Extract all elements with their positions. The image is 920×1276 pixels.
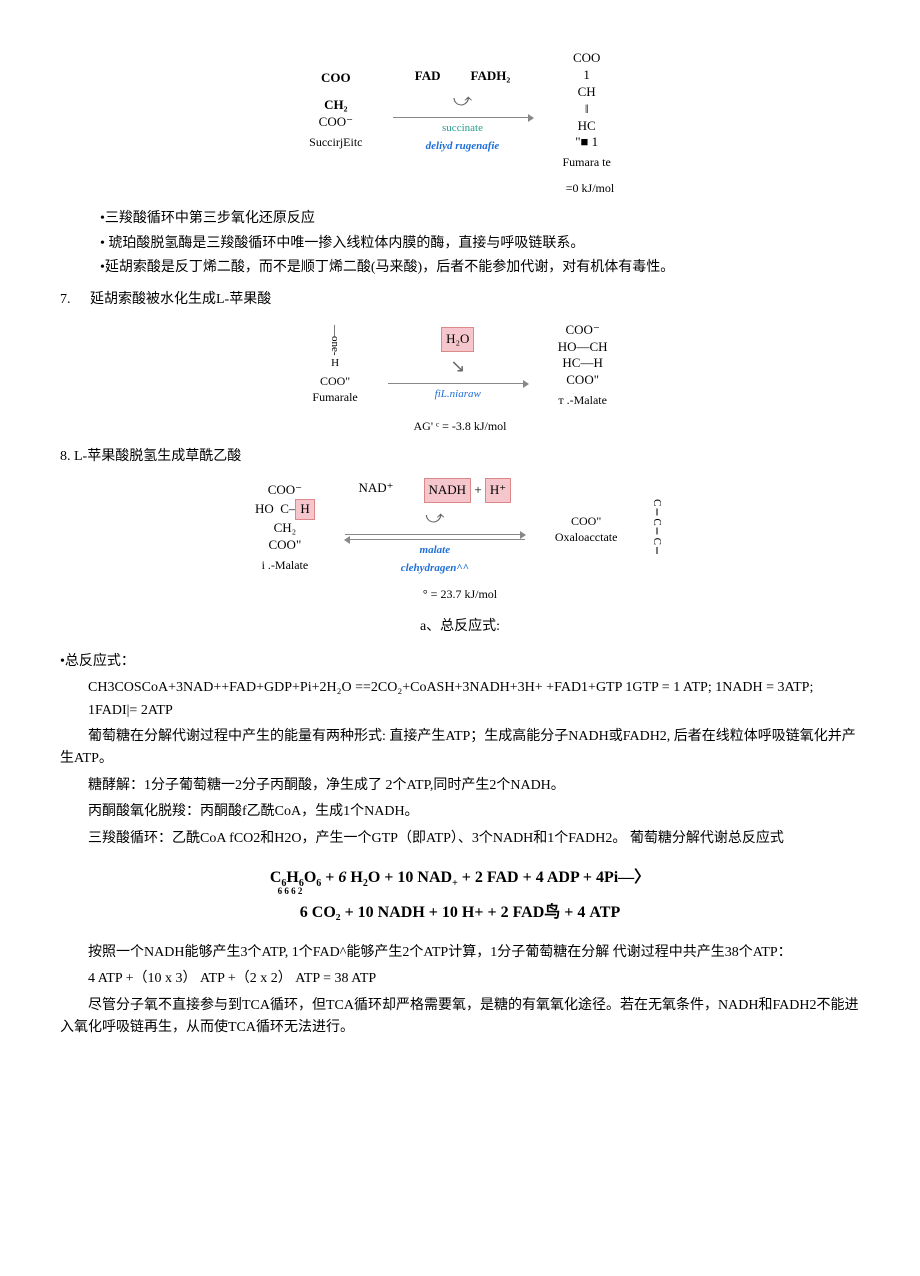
bullet-3: •延胡索酸是反丁烯二酸，而不是顺丁烯二酸(马来酸)，后者不能参加代谢，对有机体有… xyxy=(100,257,860,279)
reaction6-deltaG: =0 kJ/mol xyxy=(320,179,860,198)
reaction7-deltaG: AG' ᶜ = -3.8 kJ/mol xyxy=(60,417,860,436)
item7-num: 7. xyxy=(60,289,90,311)
fad-label: FAD xyxy=(415,66,441,87)
fum-l2: CH xyxy=(578,84,596,101)
para-oxygen: 尽管分子氧不直接参与到TCA循环，但TCA循环却严格需要氧，是糖的有氧氧化途径。… xyxy=(60,995,860,1040)
eq-line2: 6 CO₂ + 10 NADH + 10 H+ + 2 FAD鸟 + 4 ATP xyxy=(60,899,860,928)
para-38atp: 按照一个NADH能够产生3个ATP, 1个FAD^能够产生2个ATP计算，1分子… xyxy=(60,942,860,964)
para-tca: 三羧酸循环：乙酰CoA fCO2和H2O，产生一个GTP（即ATP）、3个NAD… xyxy=(60,828,860,850)
mal8-l0: COO⁻ xyxy=(268,482,302,499)
enzyme6-line1: succinate xyxy=(442,120,483,138)
succinate-molecule: COO CH₂ COO⁻ SuccirjEitc xyxy=(309,70,362,150)
succinate-label: SuccirjEitc xyxy=(309,135,362,151)
fum-l3: ‖ xyxy=(585,101,589,118)
overall-title: •总反应式： xyxy=(60,651,860,673)
coo-label: COO xyxy=(321,70,351,85)
hplus-box: H⁺ xyxy=(485,478,511,503)
coo-minus: COO⁻ xyxy=(319,114,353,131)
fumarate-label: Fumara te xyxy=(563,155,611,171)
fum-l1: 1 xyxy=(583,67,590,84)
malate7: COO⁻ HO—CH HC—H COO" ᴛ .-Malate xyxy=(558,322,608,409)
h-highlight: H xyxy=(295,499,314,520)
fumarate7: —one- H COO" Fumarale xyxy=(312,325,357,405)
nadh-box: NADH xyxy=(424,478,472,503)
side-text: C‖C‖C‖ xyxy=(647,499,665,557)
atp-calc: 4 ATP +（10 x 3） ATP +（2 x 2） ATP = 38 AT… xyxy=(88,968,860,990)
mal-l1: HO—CH xyxy=(558,339,608,356)
eq-rest1: + 6 H2O + 10 NAD+ + 2 FAD + 4 ADP + 4Pi—… xyxy=(325,869,650,886)
item-8: 8. L-苹果酸脱氢生成草酰乙酸 xyxy=(60,446,860,468)
bullet-2: • 琥珀酸脱氢酶是三羧酸循环中唯一掺入线粒体内膜的酶，直接与呼吸链联系。 xyxy=(100,233,860,255)
mal8-l3: COO" xyxy=(269,537,302,554)
reaction7-arrow: H₂O ↘ fiL.niaraw xyxy=(388,327,528,403)
oxaloacetate: COO" Oxaloacctate xyxy=(555,510,618,545)
reaction8-deltaG: ° = 23.7 kJ/mol xyxy=(60,585,860,604)
item7-text: 延胡索酸被水化生成L-苹果酸 xyxy=(90,289,271,311)
ch2-label: CH₂ xyxy=(324,97,347,112)
reaction6-diagram: COO CH₂ COO⁻ SuccirjEitc FAD FADH₂ ⤻ suc… xyxy=(60,50,860,198)
h2o-box: H₂O xyxy=(441,327,474,352)
enzyme8-l2: clehydragen^^ xyxy=(401,560,469,578)
overall-formula: CH3COSCoA+3NAD++FAD+GDP+Pi+2H₂O ==2CO₂+C… xyxy=(88,677,860,722)
malate8-label: i .-Malate xyxy=(262,558,309,574)
reaction7-diagram: —one- H COO" Fumarale H₂O ↘ fiL.niaraw C… xyxy=(60,322,860,436)
fadh2-label: FADH₂ xyxy=(471,66,511,87)
enzyme6-line2: deliyd rugenafie xyxy=(426,138,500,156)
mal-l2: HC—H xyxy=(562,355,602,372)
item-7: 7. 延胡索酸被水化生成L-苹果酸 xyxy=(60,289,860,311)
mal-l3: COO" xyxy=(566,372,599,389)
malate7-label: ᴛ .-Malate xyxy=(558,393,607,409)
mal-l0: COO⁻ xyxy=(566,322,600,339)
enzyme7: fiL.niaraw xyxy=(435,386,481,404)
malate8: COO⁻ HO C–H CH₂ COO" i .-Malate xyxy=(255,482,315,573)
fum-l0: COO xyxy=(573,50,600,67)
fum-l5: "■ 1 xyxy=(575,134,598,151)
fum-l4: HC xyxy=(578,118,596,135)
fumarate-molecule: COO 1 CH ‖ HC "■ 1 Fumara te xyxy=(563,50,611,171)
para-pyruvate: 丙酮酸氧化脱羧：丙酮酸f乙酰CoA，生成1个NADH。 xyxy=(60,801,860,823)
reaction8-arrow: NAD⁺ NADH + H⁺ ⤻ malate clehydragen^^ xyxy=(345,478,525,577)
nad-label: NAD⁺ xyxy=(358,478,393,503)
reaction6-arrow: FAD FADH₂ ⤻ succinate deliyd rugenafie xyxy=(393,66,533,156)
oxa-label: COO" Oxaloacctate xyxy=(555,514,618,545)
enzyme8-l1: malate xyxy=(420,542,451,560)
bullet-1: •三羧酸循环中第三步氧化还原反应 xyxy=(100,208,860,230)
fumarate7-label: COO" Fumarale xyxy=(312,374,357,405)
para-glycolysis: 糖酵解：1分子葡萄糖一2分子丙酮酸，净生成了 2个ATP,同时产生2个NADH。 xyxy=(60,775,860,797)
reaction8-diagram: COO⁻ HO C–H CH₂ COO" i .-Malate NAD⁺ NAD… xyxy=(60,478,860,604)
para-energy: 葡萄糖在分解代谢过程中产生的能量有两种形式: 直接产生ATP；生成高能分子NAD… xyxy=(60,726,860,771)
mal8-l2: CH₂ xyxy=(274,520,297,537)
section-a-heading: a、总反应式: xyxy=(60,616,860,638)
glucose-equation: C6H6O6 + 6 H2O + 10 NAD+ + 2 FAD + 4 ADP… xyxy=(60,864,860,928)
reaction6-notes: •三羧酸循环中第三步氧化还原反应 • 琥珀酸脱氢酶是三羧酸循环中唯一掺入线粒体内… xyxy=(100,208,860,279)
